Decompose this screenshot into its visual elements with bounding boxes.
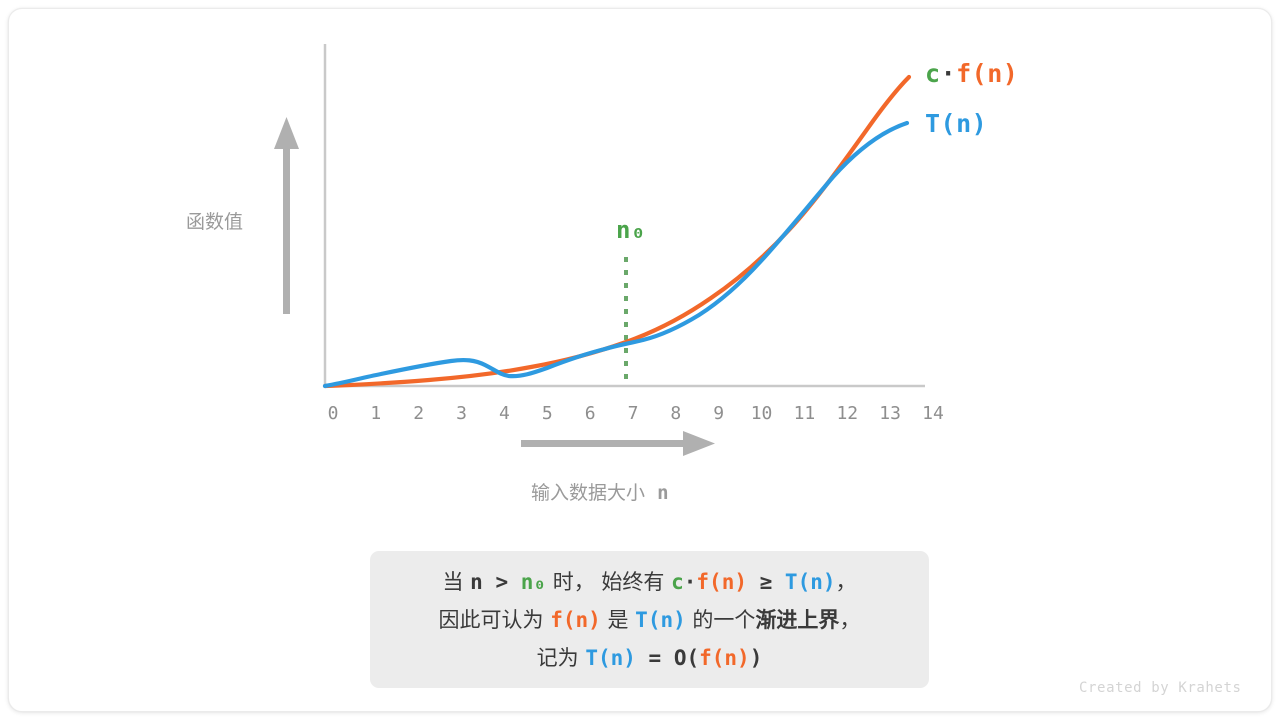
y-direction-arrow [274,117,299,314]
caption-run: = [635,645,674,670]
curve-c-f-n [322,74,912,389]
x-tick-1: 1 [370,403,382,424]
caption-run: T(n) [585,645,636,670]
caption-run: ， [839,607,861,632]
caption-run: f(n) [550,607,601,632]
caption-run: · [683,569,697,594]
caption-run: 记为 [536,645,586,670]
caption-run: c [671,569,684,594]
x-tick-labels: 0 1 2 3 4 5 6 7 8 9 10 11 12 13 14 [328,403,944,429]
caption-line-3: 记为 T(n) = O(f(n)) [537,639,763,677]
x-tick-11: 11 [793,403,816,424]
caption-run: T(n) [784,569,836,594]
curve-t-n [322,120,910,389]
x-tick-3: 3 [456,403,467,424]
caption-run: O( [673,645,700,670]
caption-run: 当 [442,569,471,594]
x-axis-label: 输入数据大小 n [531,478,669,505]
caption-run: f(n) [699,645,750,670]
asymptotic-upper-bound-figure [274,44,925,456]
n0-label: n₀ [616,216,646,244]
caption-run: 因此可认为 [438,607,551,632]
x-tick-9: 9 [713,403,725,424]
caption-line-2: 因此可认为 f(n) 是 T(n) 的一个渐进上界， [439,601,861,639]
curve-label-f-n: f(n) [956,59,1019,88]
caption-run: ， [835,569,857,594]
x-tick-2: 2 [413,403,425,424]
x-tick-4: 4 [499,403,510,424]
x-axis-label-text: 输入数据大小 [531,482,646,504]
x-tick-10: 10 [750,403,773,424]
caption-run: 时， 始终有 [546,569,672,594]
caption-run: n [470,569,483,594]
caption-box: 当 n > n₀ 时， 始终有 c·f(n) ≥ T(n)， 因此可认为 f(n… [370,551,929,688]
caption-run: n₀ [520,569,547,594]
curve-label-c-f-n: c·f(n) [925,59,1018,88]
caption-run: 的一个 [685,607,756,632]
x-tick-0: 0 [327,403,339,424]
x-tick-13: 13 [879,403,901,424]
x-tick-7: 7 [627,403,639,424]
x-tick-8: 8 [670,403,682,424]
caption-run: ) [749,645,763,670]
x-tick-14: 14 [922,403,944,424]
caption-run: 是 [600,607,636,632]
caption-line-1: 当 n > n₀ 时， 始终有 c·f(n) ≥ T(n)， [442,563,856,601]
x-direction-arrow [521,431,715,456]
figure-card: c·f(n) T(n) n₀ 函数值 输入数据大小 n 0 1 2 3 4 5 6 7 8 9 10… [8,8,1272,712]
y-axis-label: 函数值 [186,211,244,233]
caption-run: 渐进上界 [755,607,840,632]
x-tick-5: 5 [541,403,553,424]
x-tick-12: 12 [836,403,859,424]
caption-run: T(n) [635,607,686,632]
caption-run: > [482,569,521,594]
x-tick-6: 6 [584,403,596,424]
curve-label-t-n: T(n) [925,109,988,138]
caption-run: ≥ [746,569,785,594]
curve-label-c: c [925,59,941,88]
caption-run: f(n) [696,569,747,594]
watermark: Created by Krahets [1079,680,1242,696]
x-axis-label-var: n [657,482,669,504]
curve-label-dot: · [940,59,957,88]
